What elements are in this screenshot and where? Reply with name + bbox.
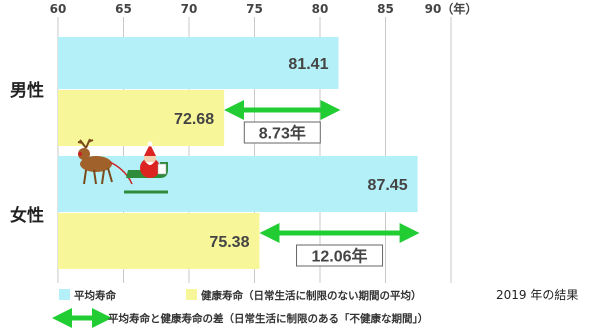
- x-axis-ticks: 60 65 70 75 80 85 90（年）: [50, 1, 478, 16]
- bar-value-label: 72.68: [174, 111, 214, 128]
- bar-value-label: 81.41: [288, 56, 328, 73]
- difference-label: 8.73年: [259, 124, 306, 143]
- bars: 81.41 72.68 87.45 75.38: [58, 37, 418, 269]
- legend: 平均寿命 健康寿命（日常生活に制限のない期間の平均） 平均寿命と健康寿命の差（日…: [52, 289, 428, 328]
- legend-swatch-healthy-life: [186, 289, 197, 300]
- x-tick-label: 75: [246, 2, 263, 16]
- difference-label-box: [296, 244, 384, 267]
- legend-label-healthy-life: 健康寿命（日常生活に制限のない期間の平均）: [201, 289, 422, 302]
- x-tick-label: 65: [115, 2, 132, 16]
- legend-swatch-average-life: [59, 289, 70, 300]
- difference-label-box: [243, 121, 321, 144]
- x-tick-label: 80: [312, 2, 329, 16]
- bar-value-label: 87.45: [368, 177, 408, 194]
- difference-arrows: 8.73年 12.06年: [224, 100, 420, 267]
- santa-sleigh-illustration: [77, 138, 168, 194]
- legend-label-difference: 平均寿命と健康寿命の差（日常生活に制限のある「不健康な期間」）: [108, 312, 428, 325]
- x-tick-label: 70: [181, 2, 198, 16]
- category-label: 女性: [10, 205, 44, 226]
- bar-value-label: 75.38: [209, 234, 249, 251]
- bar: [58, 156, 418, 212]
- x-tick-label: 60: [50, 2, 67, 16]
- category-label: 男性: [10, 80, 44, 101]
- bar: [58, 37, 339, 89]
- x-tick-label: 85: [377, 2, 394, 16]
- legend-label-average-life: 平均寿命: [74, 289, 116, 302]
- difference-label: 12.06年: [312, 247, 368, 266]
- x-tick-label: 90（年）: [425, 1, 478, 16]
- year-note: 2019 年の結果: [496, 288, 578, 302]
- bar: [58, 213, 260, 269]
- bar: [58, 90, 225, 146]
